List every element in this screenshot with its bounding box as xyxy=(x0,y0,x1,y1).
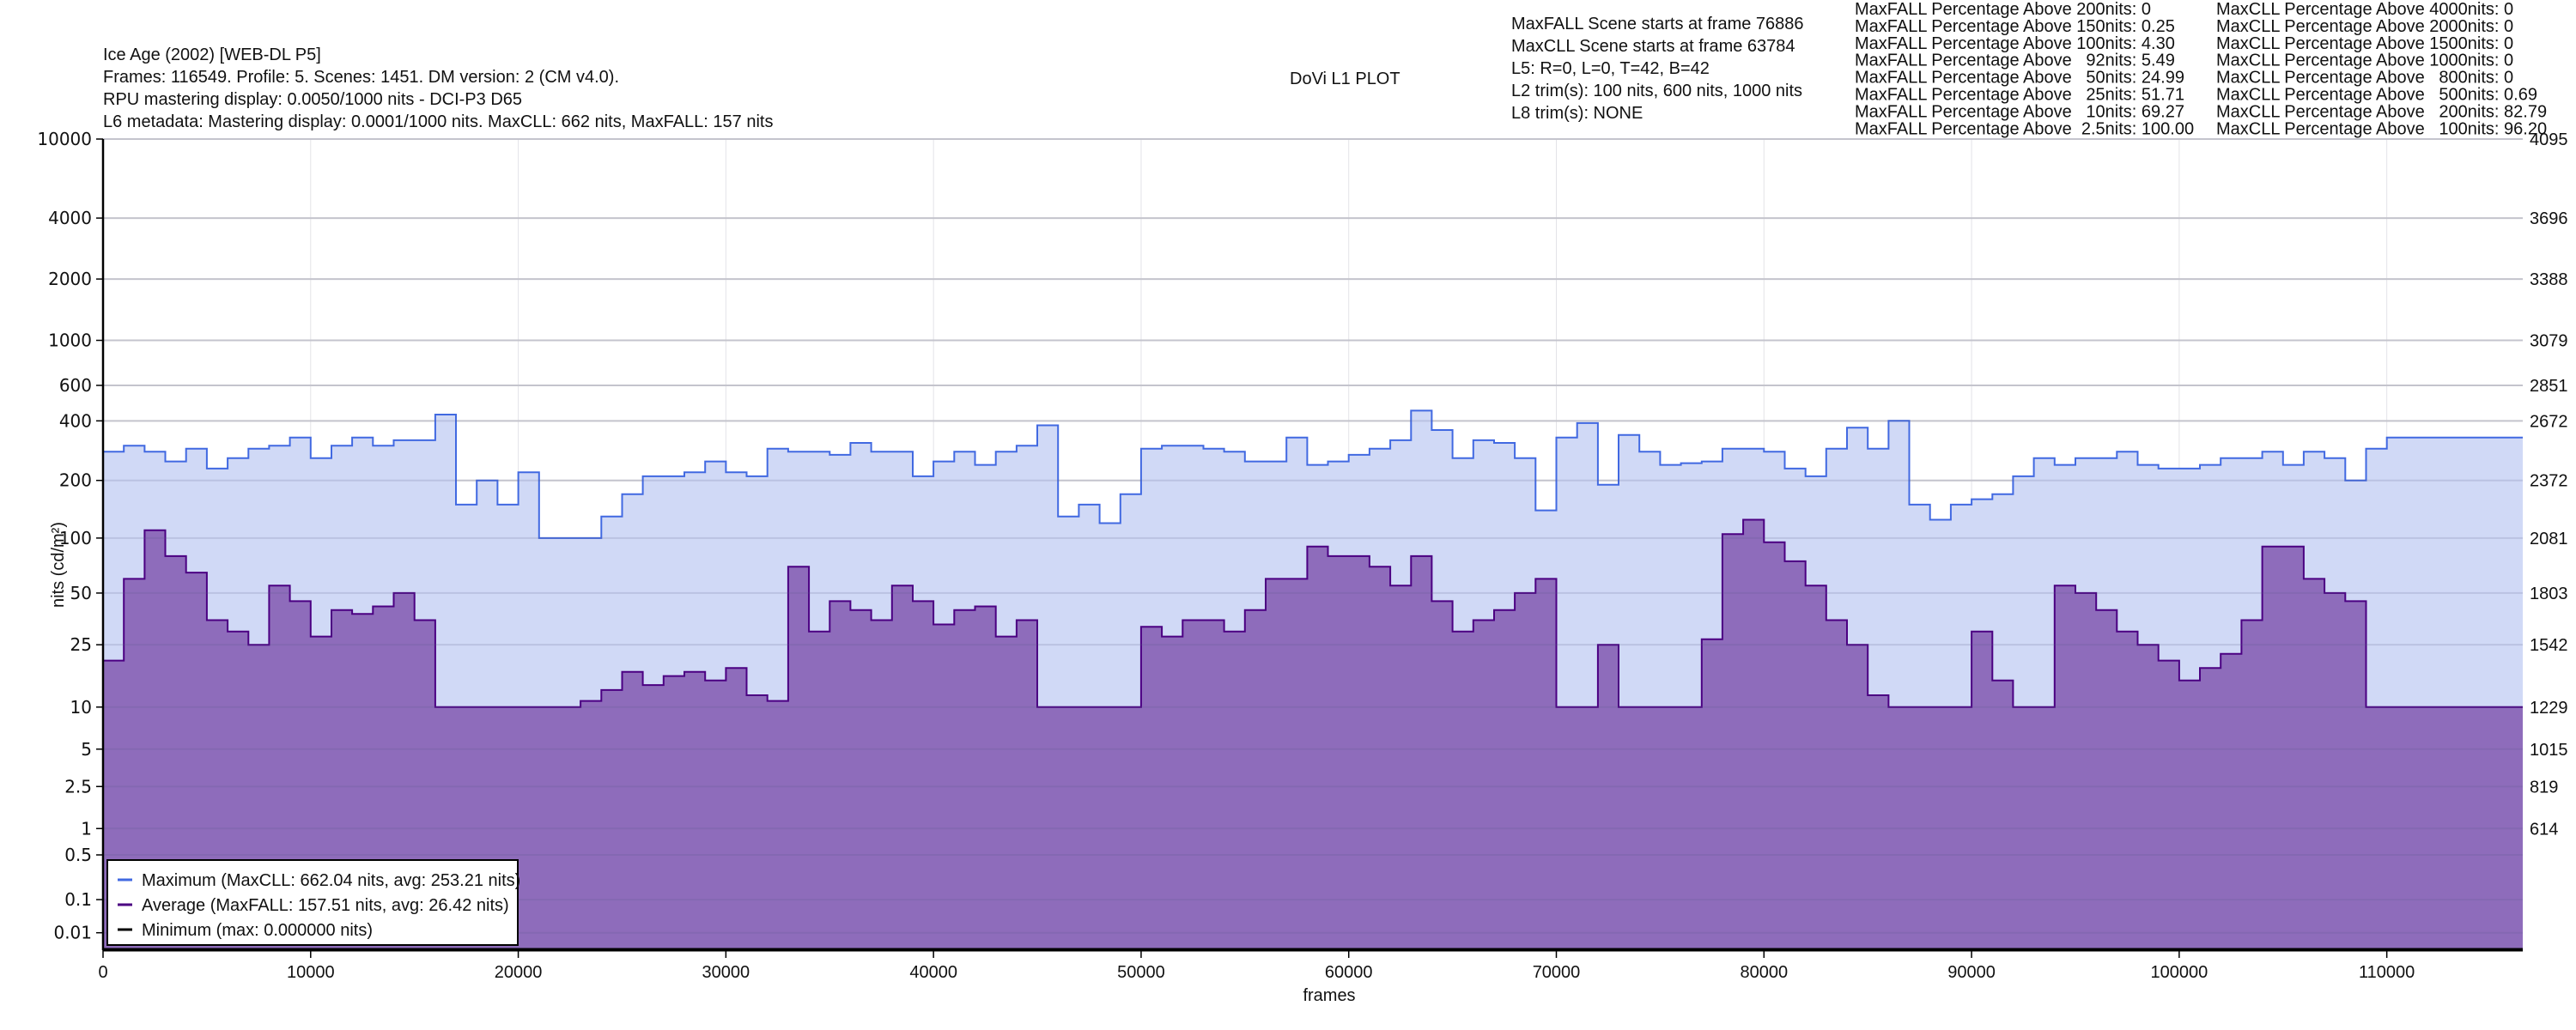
maxfall-percentage-line: MaxFALL Percentage Above 25nits: 51.71 xyxy=(1855,86,2184,105)
maximum-line xyxy=(103,409,2523,539)
y-tick-label: 2000 xyxy=(48,269,92,289)
y-right-tick-label: 3079 xyxy=(2530,332,2568,351)
plot-title: DoVi L1 PLOT xyxy=(1290,70,1400,88)
maxfall-percentage-line: MaxFALL Percentage Above 150nits: 0.25 xyxy=(1855,17,2175,36)
x-tick-label: 90000 xyxy=(1947,963,1996,982)
legend: Maximum (MaxCLL: 662.04 nits, avg: 253.2… xyxy=(106,859,520,946)
info-frames: Frames: 116549. Profile: 5. Scenes: 1451… xyxy=(103,68,619,87)
y-tick-label: 1000 xyxy=(48,330,92,351)
x-tick-label: 40000 xyxy=(909,963,957,982)
y-right-tick-label: 2081 xyxy=(2530,530,2568,548)
x-tick-label: 10000 xyxy=(287,963,335,982)
y-right-tick-label: 614 xyxy=(2530,820,2558,839)
legend-box xyxy=(106,859,519,946)
x-tick-label: 110000 xyxy=(2359,963,2415,982)
y-right-tick-label: 2851 xyxy=(2530,377,2568,396)
y-tick-label: 400 xyxy=(59,410,92,431)
y-tick-label: 0.01 xyxy=(53,923,92,943)
y-right-tick-label: 819 xyxy=(2530,778,2558,797)
x-tick-label: 70000 xyxy=(1533,963,1581,982)
scene-info-maxfall: MaxFALL Scene starts at frame 76886 xyxy=(1511,15,1804,33)
y-right-tick-label: 3696 xyxy=(2530,209,2568,228)
y-right-tick-label: 2672 xyxy=(2530,412,2568,431)
y-axis-label: nits (cd/m²) xyxy=(49,522,68,608)
y-tick-label: 0.5 xyxy=(64,845,92,865)
x-tick-label: 50000 xyxy=(1117,963,1165,982)
x-tick-label: 30000 xyxy=(702,963,750,982)
x-tick-label: 20000 xyxy=(495,963,543,982)
maxcll-percentage-line: MaxCLL Percentage Above 4000nits: 0 xyxy=(2216,0,2513,19)
y-right-tick-label: 1015 xyxy=(2530,741,2568,760)
maxfall-percentage-line: MaxFALL Percentage Above 2.5nits: 100.00 xyxy=(1855,119,2194,138)
y-right-tick-label: 1542 xyxy=(2530,636,2568,655)
percentage-stats: MaxFALL Percentage Above 200nits: 0MaxFA… xyxy=(1855,0,2547,138)
maxcll-percentage-line: MaxCLL Percentage Above 200nits: 82.79 xyxy=(2216,102,2547,121)
maxfall-percentage-line: MaxFALL Percentage Above 50nits: 24.99 xyxy=(1855,69,2184,88)
axes: 0 10000 20000 30000 40000 50000 60000 70000 8000… xyxy=(37,129,2567,982)
x-axis-label: frames xyxy=(1303,986,1355,1005)
maxcll-percentage-line: MaxCLL Percentage Above 800nits: 0 xyxy=(2216,69,2513,88)
series-areas xyxy=(103,138,2523,951)
y-tick-label: 5 xyxy=(81,739,92,760)
y-tick-label: 25 xyxy=(70,634,92,655)
y-tick-label: 200 xyxy=(59,470,92,491)
y-right-tick-label: 1803 xyxy=(2530,585,2568,603)
info-rpu-mastering: RPU mastering display: 0.0050/1000 nits … xyxy=(103,90,522,109)
y-tick-label: 100 xyxy=(59,528,92,548)
legend-label-minimum: Minimum (max: 0.000000 nits) xyxy=(142,921,373,940)
y-tick-label: 0.1 xyxy=(64,889,92,910)
y-tick-label: 600 xyxy=(59,375,92,396)
y-right-tick-label: 2372 xyxy=(2530,472,2568,491)
y-tick-label: 10 xyxy=(70,697,92,718)
y-tick-label: 2.5 xyxy=(64,776,92,797)
maxcll-percentage-line: MaxCLL Percentage Above 2000nits: 0 xyxy=(2216,17,2513,36)
y-tick-label: 10000 xyxy=(37,129,92,149)
maxcll-percentage-line: MaxCLL Percentage Above 100nits: 96.20 xyxy=(2216,119,2547,138)
average-area xyxy=(103,519,2523,950)
maxfall-percentage-line: MaxFALL Percentage Above 92nits: 5.49 xyxy=(1855,52,2175,70)
scene-info-l8: L8 trim(s): NONE xyxy=(1511,104,1643,123)
maxcll-percentage-line: MaxCLL Percentage Above 1500nits: 0 xyxy=(2216,34,2513,53)
x-tick-label: 0 xyxy=(98,963,107,982)
x-tick-label: 100000 xyxy=(2150,963,2208,982)
y-tick-label: 1 xyxy=(81,818,92,839)
info-l6-metadata: L6 metadata: Mastering display: 0.0001/1… xyxy=(103,112,773,131)
scene-info-l2: L2 trim(s): 100 nits, 600 nits, 1000 nit… xyxy=(1511,82,1802,100)
scene-info-l5: L5: R=0, L=0, T=42, B=42 xyxy=(1511,59,1710,78)
maxfall-percentage-line: MaxFALL Percentage Above 10nits: 69.27 xyxy=(1855,102,2184,121)
y-tick-label: 4000 xyxy=(48,208,92,228)
plot-file-title: Ice Age (2002) [WEB-DL P5] xyxy=(103,45,321,64)
maxcll-percentage-line: MaxCLL Percentage Above 1000nits: 0 xyxy=(2216,52,2513,70)
legend-label-average: Average (MaxFALL: 157.51 nits, avg: 26.4… xyxy=(142,896,509,915)
y-right-tick-label: 3388 xyxy=(2530,270,2568,289)
y-tick-label: 50 xyxy=(70,583,92,603)
x-tick-label: 60000 xyxy=(1325,963,1373,982)
y-right-tick-label: 4095 xyxy=(2530,130,2568,149)
average-line xyxy=(103,518,2523,708)
legend-label-maximum: Maximum (MaxCLL: 662.04 nits, avg: 253.2… xyxy=(142,871,520,890)
scene-info-maxcll: MaxCLL Scene starts at frame 63784 xyxy=(1511,37,1795,56)
maxfall-percentage-line: MaxFALL Percentage Above 200nits: 0 xyxy=(1855,0,2151,19)
x-tick-label: 80000 xyxy=(1740,963,1788,982)
y-right-tick-label: 1229 xyxy=(2530,699,2568,718)
maxfall-percentage-line: MaxFALL Percentage Above 100nits: 4.30 xyxy=(1855,34,2175,53)
maxcll-percentage-line: MaxCLL Percentage Above 500nits: 0.69 xyxy=(2216,86,2537,105)
